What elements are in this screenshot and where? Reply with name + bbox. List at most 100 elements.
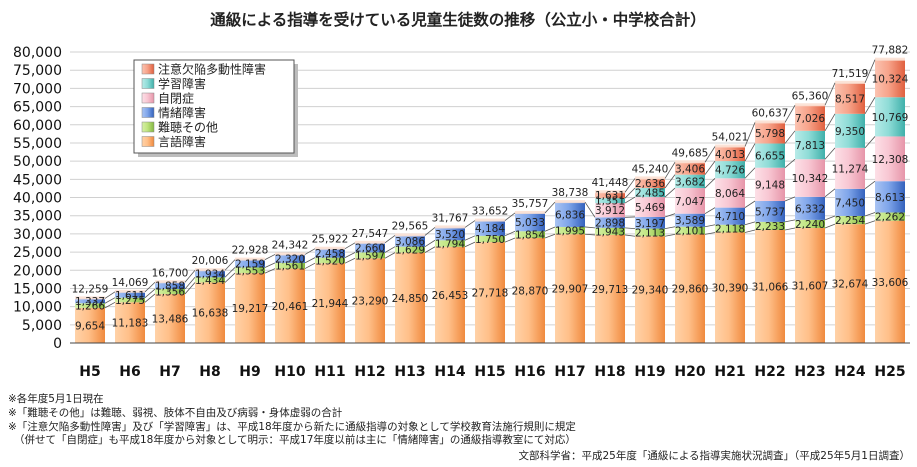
value-label: 9,654 [75, 320, 105, 332]
notes: ※各年度5月1日現在 ※「難聴その他」は難聴、弱視、肢体不自由及び病弱・身体虚弱… [8, 392, 576, 446]
connector-line [184, 277, 196, 290]
connector-line [504, 237, 516, 243]
value-label: 2,320 [275, 254, 305, 266]
bar-segment-H14-2 [435, 227, 465, 241]
connector-line [104, 297, 116, 304]
bar-segment-H18-1 [595, 227, 625, 235]
bar-segment-H9-1 [235, 267, 265, 274]
connector-line [624, 227, 636, 229]
bar-segment-H18-0 [595, 234, 625, 343]
bar-segment-H20-2 [675, 213, 705, 227]
total-label: 31,767 [432, 212, 469, 224]
value-label: 1,934 [195, 269, 225, 281]
x-tick-label: H21 [714, 364, 745, 380]
bar-segment-H19-1 [635, 228, 665, 237]
value-label: 6,655 [755, 151, 785, 163]
legend-swatch [141, 136, 155, 147]
connector-line [864, 212, 876, 217]
connector-line [744, 143, 756, 162]
connector-line [784, 105, 796, 123]
bar-segment-H18-4 [595, 198, 625, 204]
connector-line [624, 234, 636, 237]
total-label: 77,882 [872, 45, 909, 57]
x-tick-label: H11 [314, 364, 345, 380]
value-label: 7,450 [835, 197, 865, 209]
bar-segment-H24-5 [835, 82, 865, 114]
bar-segment-H12-0 [355, 258, 385, 343]
y-axis: 0 5,000 10,000 15,000 20,000 25,000 30,000 35,0… [13, 45, 62, 352]
connector-line [224, 272, 236, 283]
connector-line [144, 281, 156, 293]
value-label: 2,240 [795, 219, 825, 231]
bar-segment-H11-2 [315, 248, 345, 258]
total-label: 35,757 [512, 198, 549, 210]
x-tick-label: H20 [674, 364, 705, 380]
connector-line [584, 226, 596, 229]
value-label: 2,660 [355, 243, 385, 255]
bar-segment-H14-1 [435, 240, 465, 247]
connector-line [464, 241, 476, 248]
value-label: 1,943 [595, 226, 625, 238]
value-label: 5,737 [755, 206, 785, 218]
bar-segment-H24-4 [835, 113, 865, 148]
connector-line [664, 213, 676, 218]
connector-line [744, 200, 756, 208]
bar-segment-H16-1 [515, 231, 545, 238]
value-label: 2,485 [635, 188, 665, 200]
bar-segment-H18-5 [595, 192, 625, 199]
bar-segment-H6-0 [115, 302, 145, 343]
bar-cap [755, 120, 785, 124]
value-label: 2,458 [315, 248, 345, 260]
value-label: 1,611 [115, 290, 145, 302]
bar-segment-H19-4 [635, 188, 665, 198]
y-tick-label: 20,000 [13, 263, 62, 279]
connector-line [264, 268, 276, 274]
legend-label: 言語障害 [158, 134, 206, 149]
value-label: 29,907 [552, 284, 589, 296]
value-label: 2,159 [235, 259, 265, 271]
connector-line [504, 230, 516, 237]
value-label: 2,113 [635, 227, 665, 239]
bar-cap [75, 296, 105, 300]
total-label: 22,928 [232, 245, 269, 257]
value-label: 9,350 [835, 126, 865, 138]
connector-line [144, 288, 156, 298]
value-label: 23,290 [352, 296, 389, 308]
legend-label: 難聴その他 [158, 120, 218, 135]
value-label: 3,682 [675, 176, 705, 188]
bar-segment-H15-0 [475, 242, 505, 343]
bar-segment-H9-0 [235, 273, 265, 343]
bar-cap [835, 80, 865, 84]
bar-segment-H16-2 [515, 212, 545, 232]
total-label: 24,342 [272, 239, 309, 251]
connector-line [584, 201, 596, 218]
bar-segment-H11-1 [315, 257, 345, 264]
value-label: 30,390 [712, 283, 749, 295]
bar-cap [315, 246, 345, 250]
total-label: 29,565 [392, 220, 429, 232]
bar-segment-H13-2 [395, 235, 425, 247]
legend-label: 学習障害 [158, 76, 206, 91]
connector-line [784, 158, 796, 169]
value-label: 2,262 [875, 212, 905, 224]
connector-line [584, 233, 596, 236]
total-label: 12,259 [72, 283, 109, 295]
connector-line [824, 223, 836, 229]
x-tick-label: H6 [119, 364, 140, 380]
connector-line [704, 178, 716, 189]
x-tick-label: H16 [514, 364, 545, 380]
bar-segment-H17-0 [555, 234, 585, 343]
connector-line [664, 226, 676, 229]
connector-line [744, 221, 756, 226]
connector-line [344, 252, 356, 259]
value-label: 4,013 [715, 149, 745, 161]
value-label: 29,860 [672, 284, 709, 296]
value-label: 29,340 [632, 285, 669, 297]
value-label: 28,870 [512, 285, 549, 297]
connector-line [184, 269, 196, 283]
total-label: 65,360 [792, 90, 829, 102]
y-tick-label: 75,000 [13, 63, 62, 79]
bar-segment-H19-3 [635, 197, 665, 217]
x-tick-label: H13 [394, 364, 425, 380]
